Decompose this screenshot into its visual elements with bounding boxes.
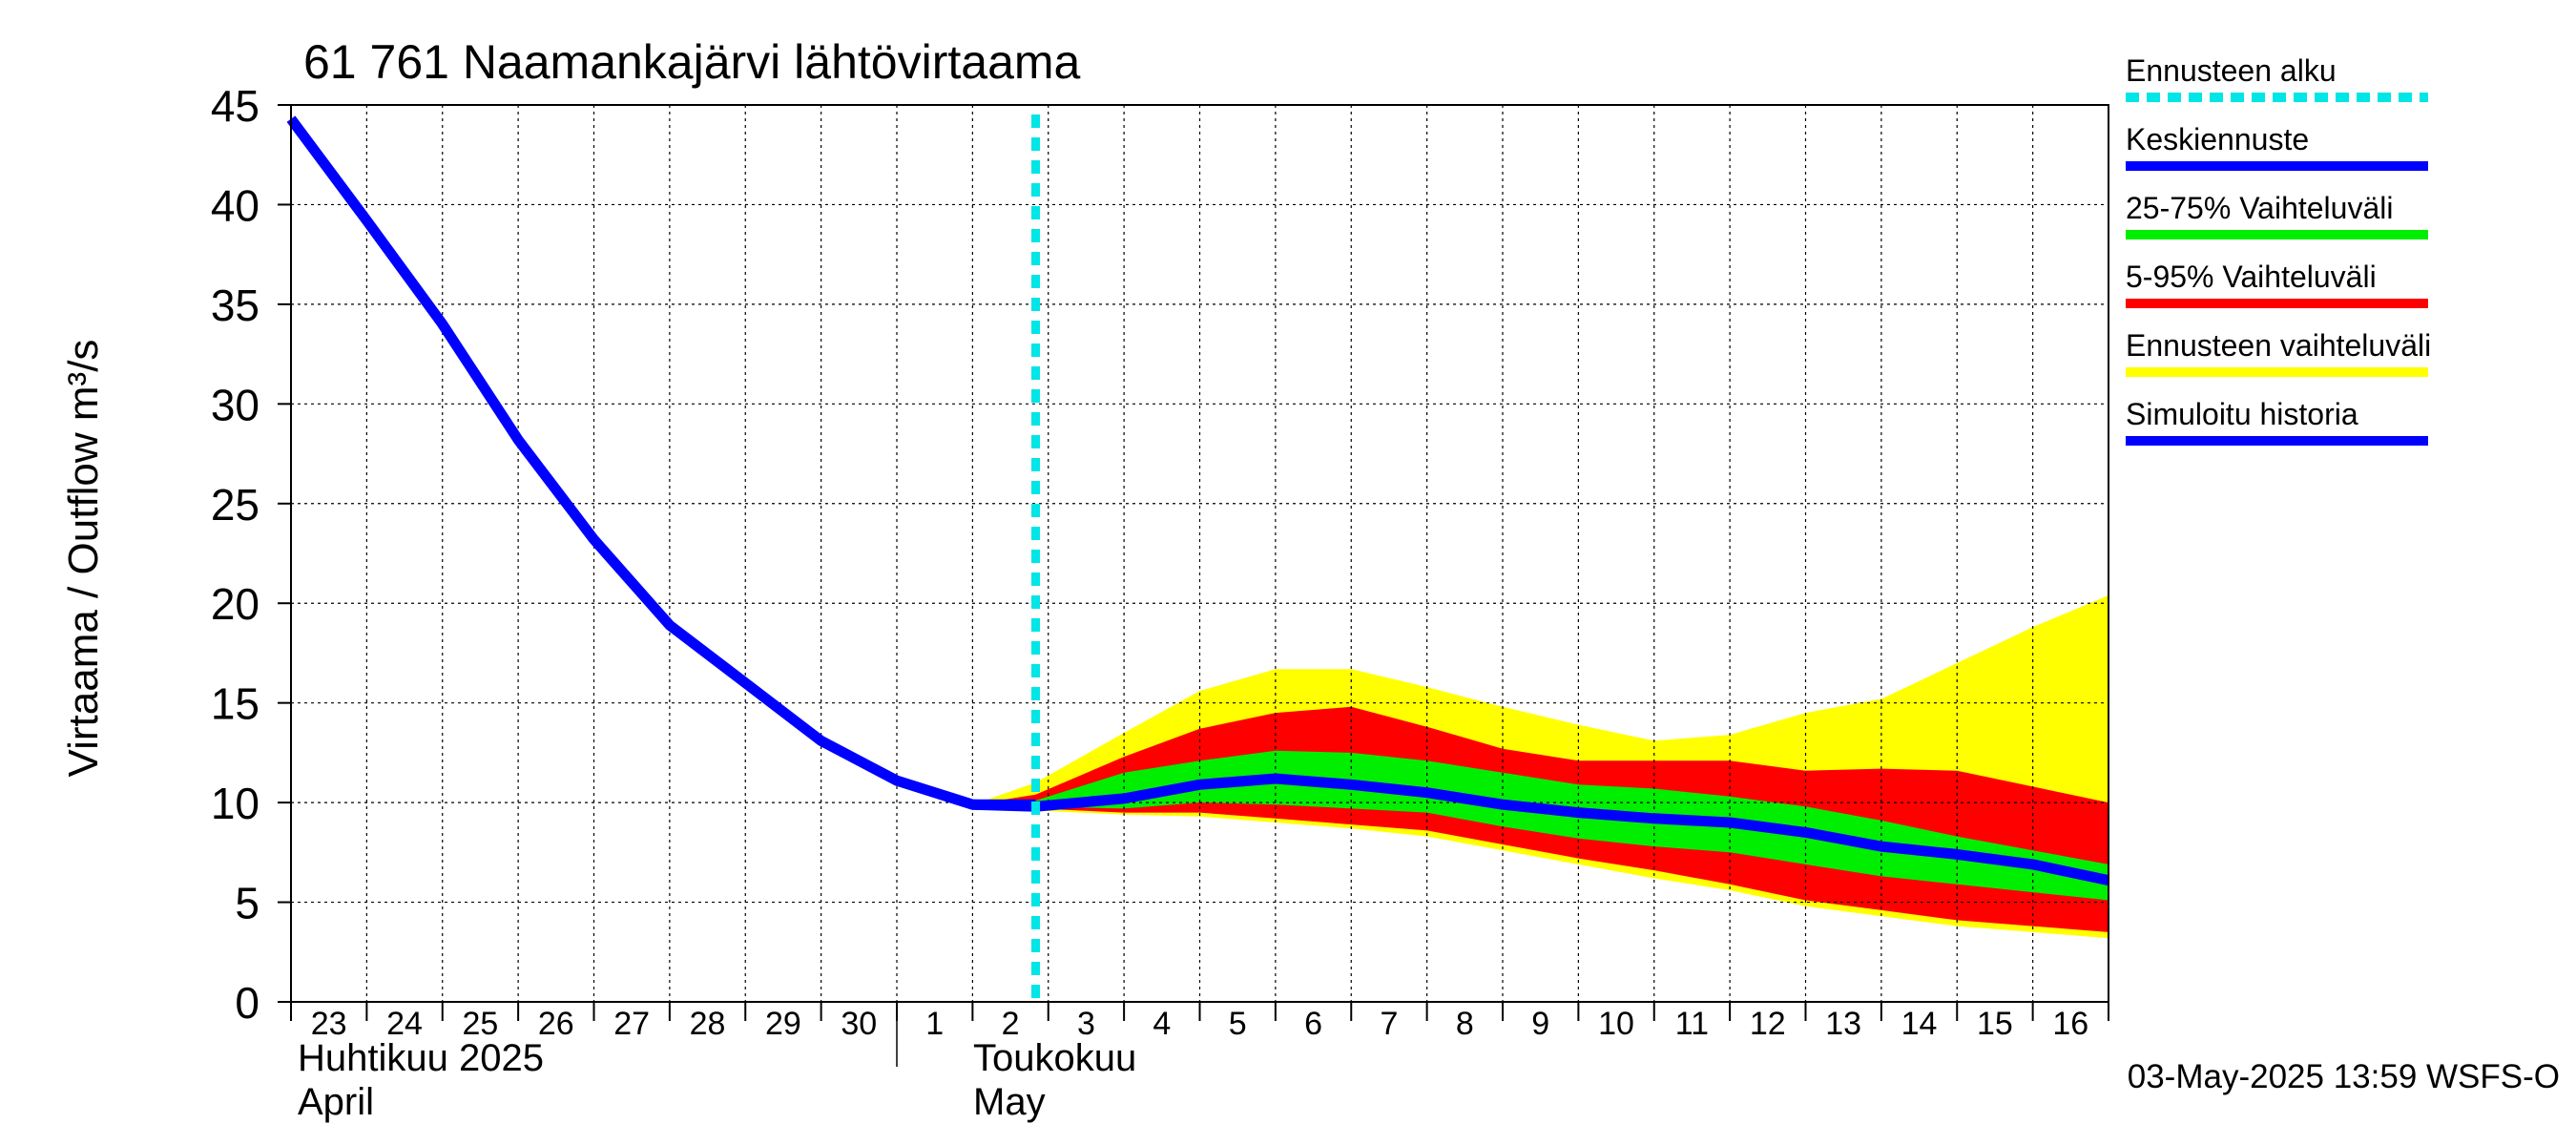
- y-tick-label: 20: [211, 579, 260, 629]
- x-tick-label: 13: [1825, 1006, 1861, 1042]
- month-label-fi: Huhtikuu 2025: [298, 1037, 544, 1079]
- legend-label: 25-75% Vaihteluväli: [2126, 191, 2393, 225]
- x-tick-label: 26: [538, 1006, 574, 1042]
- x-tick-label: 15: [1977, 1006, 2013, 1042]
- x-tick-label: 1: [925, 1006, 944, 1042]
- month-label-fi: Toukokuu: [973, 1037, 1136, 1079]
- x-tick-label: 16: [2052, 1006, 2088, 1042]
- band-25-75: [972, 750, 2109, 901]
- x-tick-label: 30: [841, 1006, 877, 1042]
- legend: Ennusteen alku Keskiennuste 25-75% Vaihtel…: [2126, 53, 2431, 446]
- y-axis-label: Virtaama / Outflow m³/s: [60, 340, 107, 778]
- x-tick-label: 8: [1456, 1006, 1474, 1042]
- legend-label: Ennusteen alku: [2126, 53, 2337, 88]
- x-tick-label: 3: [1077, 1006, 1095, 1042]
- x-tick-label: 29: [765, 1006, 801, 1042]
- x-tick-label: 2: [1002, 1006, 1020, 1042]
- x-tick-label: 4: [1153, 1006, 1171, 1042]
- legend-label: 5-95% Vaihteluväli: [2126, 260, 2377, 294]
- y-tick-label: 40: [211, 180, 260, 230]
- grid: [291, 104, 2109, 1002]
- simulated-history-line: [286, 115, 1036, 810]
- x-tick-label: 14: [1901, 1006, 1938, 1042]
- series-lines: [286, 114, 2110, 1002]
- x-tick-label: 11: [1675, 1006, 1709, 1042]
- legend-label: Keskiennuste: [2126, 122, 2309, 156]
- x-tick-label: 27: [613, 1006, 650, 1042]
- legend-label: Simuloitu historia: [2126, 397, 2358, 431]
- y-tick-label: 5: [235, 879, 260, 928]
- x-tick-label: 12: [1750, 1006, 1786, 1042]
- x-tick-label: 23: [311, 1006, 347, 1042]
- y-tick-label: 0: [235, 978, 260, 1028]
- mean-forecast-line: [972, 773, 2110, 885]
- y-tick-label: 25: [211, 480, 260, 530]
- x-tick-label: 7: [1380, 1006, 1398, 1042]
- y-tick-label: 30: [211, 380, 260, 429]
- x-tick-label: 6: [1304, 1006, 1322, 1042]
- x-tick-label: 24: [386, 1006, 423, 1042]
- month-label-en: April: [298, 1081, 374, 1123]
- legend-label: Ennusteen vaihteluväli: [2126, 328, 2431, 363]
- x-tick-label: 9: [1531, 1006, 1549, 1042]
- forecast-bands: [972, 594, 2109, 939]
- x-tick-label: 25: [463, 1006, 499, 1042]
- x-tick-label: 28: [690, 1006, 726, 1042]
- timestamp: 03-May-2025 13:59 WSFS-O: [2128, 1058, 2560, 1095]
- axes: [278, 104, 2109, 1067]
- x-tick-label: 5: [1229, 1006, 1247, 1042]
- y-tick-label: 10: [211, 779, 260, 828]
- x-tick-label: 10: [1598, 1006, 1634, 1042]
- y-tick-label: 15: [211, 679, 260, 729]
- chart-title: 61 761 Naamankajärvi lähtövirtaama: [303, 35, 1081, 89]
- month-label-en: May: [973, 1081, 1046, 1123]
- y-tick-label: 35: [211, 281, 260, 330]
- y-tick-label: 45: [211, 81, 260, 131]
